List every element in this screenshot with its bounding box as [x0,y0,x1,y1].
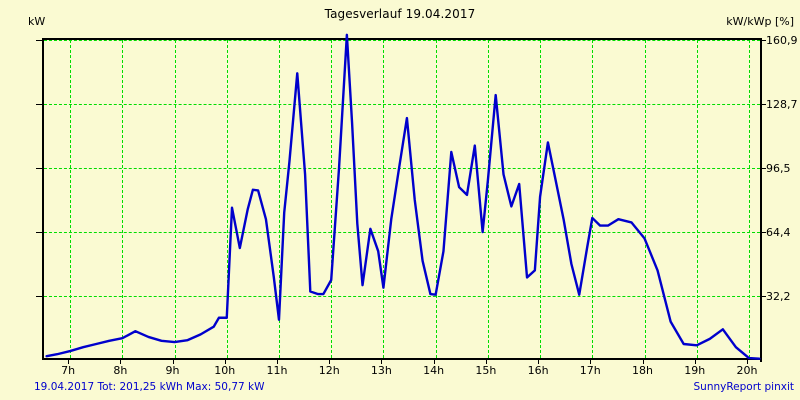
x-tick-label: 12h [318,364,340,377]
x-tick-mark [224,360,226,364]
x-tick-mark [485,360,487,364]
x-tick-label: 10h [214,364,236,377]
gridline-vertical [278,40,280,358]
gridline-vertical [644,40,646,358]
y-tick-mark-right [760,104,766,106]
gridline-vertical [226,40,228,358]
gridline-horizontal [44,168,760,169]
y-tick-label-right: 32,2 [766,289,791,303]
x-tick-mark [68,360,70,364]
x-tick-mark [642,360,644,364]
page-title: Tagesverlauf 19.04.2017 [324,7,476,21]
gridline-horizontal [44,296,760,297]
x-tick-label: 7h [61,364,76,377]
gridline-vertical [174,40,176,358]
plot-area [42,33,761,360]
gridline-vertical [696,40,698,358]
x-tick-label: 11h [266,364,288,377]
x-tick-mark [329,360,331,364]
y-tick-mark-right [760,40,766,41]
x-tick-mark [433,360,435,364]
x-tick-label: 16h [527,364,549,377]
y-tick-mark-right [760,231,766,233]
y-tick-label-right: 160,9 [766,34,798,47]
x-tick-label: 19h [684,364,706,377]
gridline-vertical [748,40,750,358]
gridline-vertical [435,40,437,358]
y-tick-mark-left [36,296,42,297]
y-tick-mark-left [36,232,42,233]
gridline-horizontal [44,104,760,105]
x-tick-label: 9h [165,364,180,377]
x-tick-label: 8h [113,364,128,377]
plot-right-border [760,38,762,362]
gridline-vertical [122,40,124,358]
gridline-horizontal [44,40,760,41]
x-tick-label: 15h [475,364,497,377]
gridline-horizontal [44,232,760,233]
y-tick-mark-left [36,168,42,169]
footer-summary: 19.04.2017 Tot: 201,25 kWh Max: 50,77 kW [34,381,265,393]
x-tick-mark [120,360,122,364]
x-tick-label: 18h [632,364,653,377]
gridline-vertical [383,40,385,358]
x-tick-mark [694,360,696,364]
x-tick-mark [746,360,748,364]
gridline-vertical [592,40,594,358]
gridline-vertical [70,40,72,358]
y-tick-mark-left [36,104,42,105]
x-tick-mark [276,360,278,364]
x-tick-label: 17h [579,364,601,377]
y-tick-label-right: 96,5 [766,162,791,176]
y-tick-label-right: 64,4 [766,225,791,239]
x-tick-mark [172,360,174,364]
y-tick-mark-right [760,295,766,297]
gridline-vertical [487,40,489,358]
x-tick-label: 20h [736,364,758,377]
x-tick-mark [538,360,540,364]
plot-top-border [42,38,762,40]
y-tick-mark-left [36,40,42,41]
x-tick-mark [381,360,383,364]
y-axis-unit-left: kW [28,15,46,28]
gridline-vertical [331,40,333,358]
series-power-curve [45,33,761,360]
y-tick-label-right: 128,7 [766,98,798,112]
y-axis-unit-right: kW/kWp [%] [726,15,794,28]
x-tick-label: 13h [370,364,392,377]
x-tick-label: 14h [423,364,445,377]
y-tick-mark-right [760,168,766,170]
footer-credit: SunnyReport pinxit [693,381,794,393]
x-tick-mark [590,360,592,364]
